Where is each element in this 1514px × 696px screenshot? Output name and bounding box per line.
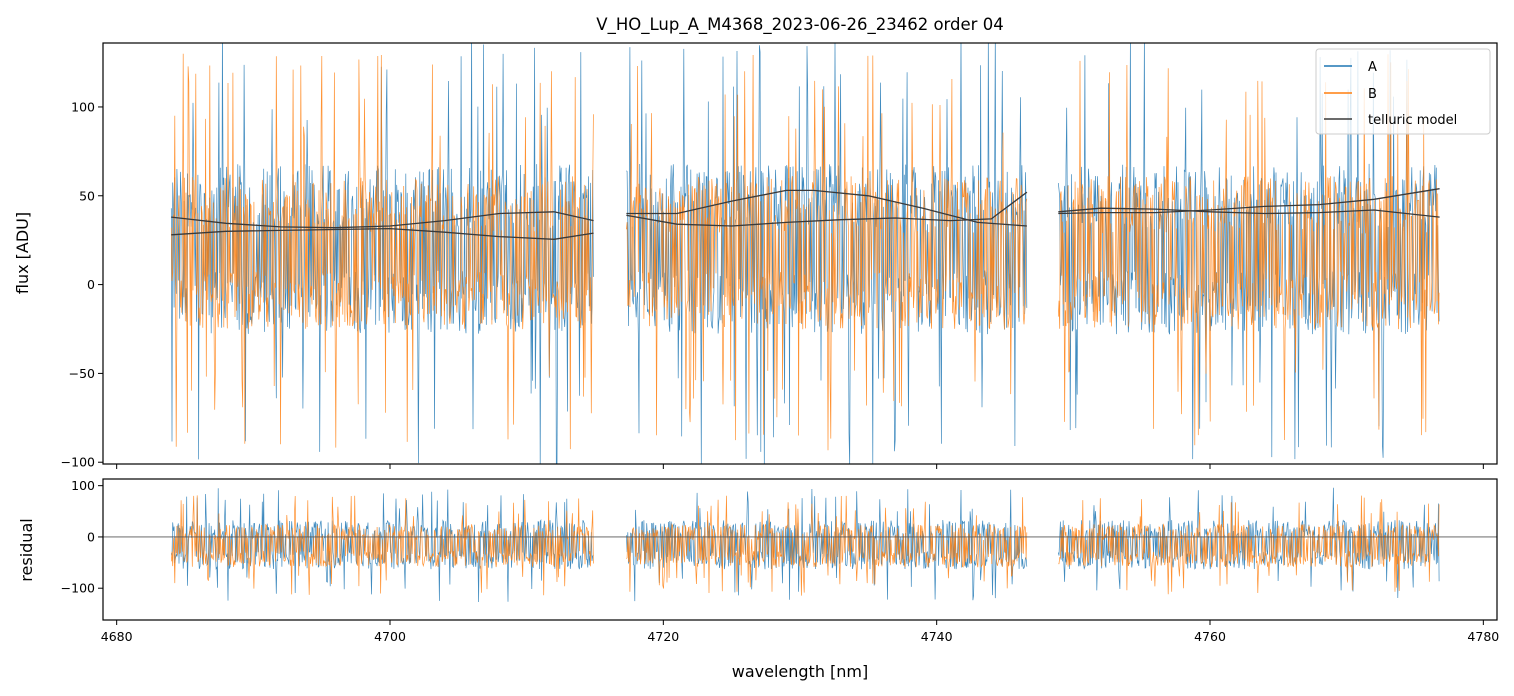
residual-axes-frame xyxy=(102,478,1498,621)
x-tick-label: 4720 xyxy=(647,629,679,644)
main-y-tick-label: 0 xyxy=(87,277,95,292)
residual-y-tick-label: −100 xyxy=(61,581,95,596)
residual-series-b-segment xyxy=(626,495,1028,596)
residual-x-ticks: 4680 4700 4720 4740 4760 4780 xyxy=(101,620,1499,644)
telluric-model-curve xyxy=(171,211,594,229)
legend-label-b: B xyxy=(1368,87,1377,102)
telluric-model-curve xyxy=(171,227,594,240)
x-axis-label: wavelength [nm] xyxy=(732,662,869,681)
residual-y-axis-label: residual xyxy=(17,518,36,581)
telluric-model-curve xyxy=(1058,188,1440,215)
main-y-tick-label: −50 xyxy=(69,366,95,381)
x-tick-label: 4700 xyxy=(374,629,406,644)
residual-y-tick-label: 0 xyxy=(87,529,95,544)
legend-label-a: A xyxy=(1368,60,1377,75)
main-series-b-segment xyxy=(1057,54,1440,446)
chart-title: V_HO_Lup_A_M4368_2023-06-26_23462 order … xyxy=(596,15,1003,35)
legend: A B telluric model xyxy=(1315,48,1491,135)
residual-series-b-segment xyxy=(1058,495,1440,595)
main-y-tick-label: 50 xyxy=(79,188,95,203)
x-tick-label: 4680 xyxy=(101,629,133,644)
legend-box xyxy=(1315,48,1491,135)
x-tick-label: 4760 xyxy=(1194,629,1226,644)
main-y-tick-label: 100 xyxy=(71,99,95,114)
main-panel: −100 −50 0 50 100 flux [ADU] xyxy=(13,42,1498,470)
main-series-b-segment xyxy=(626,54,1028,451)
main-series-a-segment xyxy=(170,43,594,464)
x-tick-label: 4780 xyxy=(1467,629,1499,644)
main-series-a-segment xyxy=(1057,43,1440,460)
main-x-ticks xyxy=(116,464,1484,469)
residual-y-ticks: −100 0 100 xyxy=(61,478,103,596)
main-plot-area xyxy=(170,43,1440,464)
main-series-b-segment xyxy=(170,53,594,450)
telluric-model-curve xyxy=(626,191,1028,227)
main-series-a-segment xyxy=(626,43,1028,464)
main-axes-frame xyxy=(102,42,1498,465)
main-y-tick-label: −100 xyxy=(61,455,95,470)
residual-y-tick-label: 100 xyxy=(71,478,95,493)
residual-panel: −100 0 100 4680 4700 4720 4740 4760 4780 residu… xyxy=(17,478,1499,644)
residual-series-b-segment xyxy=(170,495,594,596)
main-y-axis-label: flux [ADU] xyxy=(13,212,32,294)
telluric-model-curve xyxy=(626,189,1027,227)
residual-plot-area xyxy=(103,487,1497,603)
main-y-ticks: −100 −50 0 50 100 xyxy=(61,99,103,470)
legend-label-telluric: telluric model xyxy=(1368,113,1457,128)
x-tick-label: 4740 xyxy=(921,629,953,644)
telluric-model-curve xyxy=(1058,207,1440,218)
